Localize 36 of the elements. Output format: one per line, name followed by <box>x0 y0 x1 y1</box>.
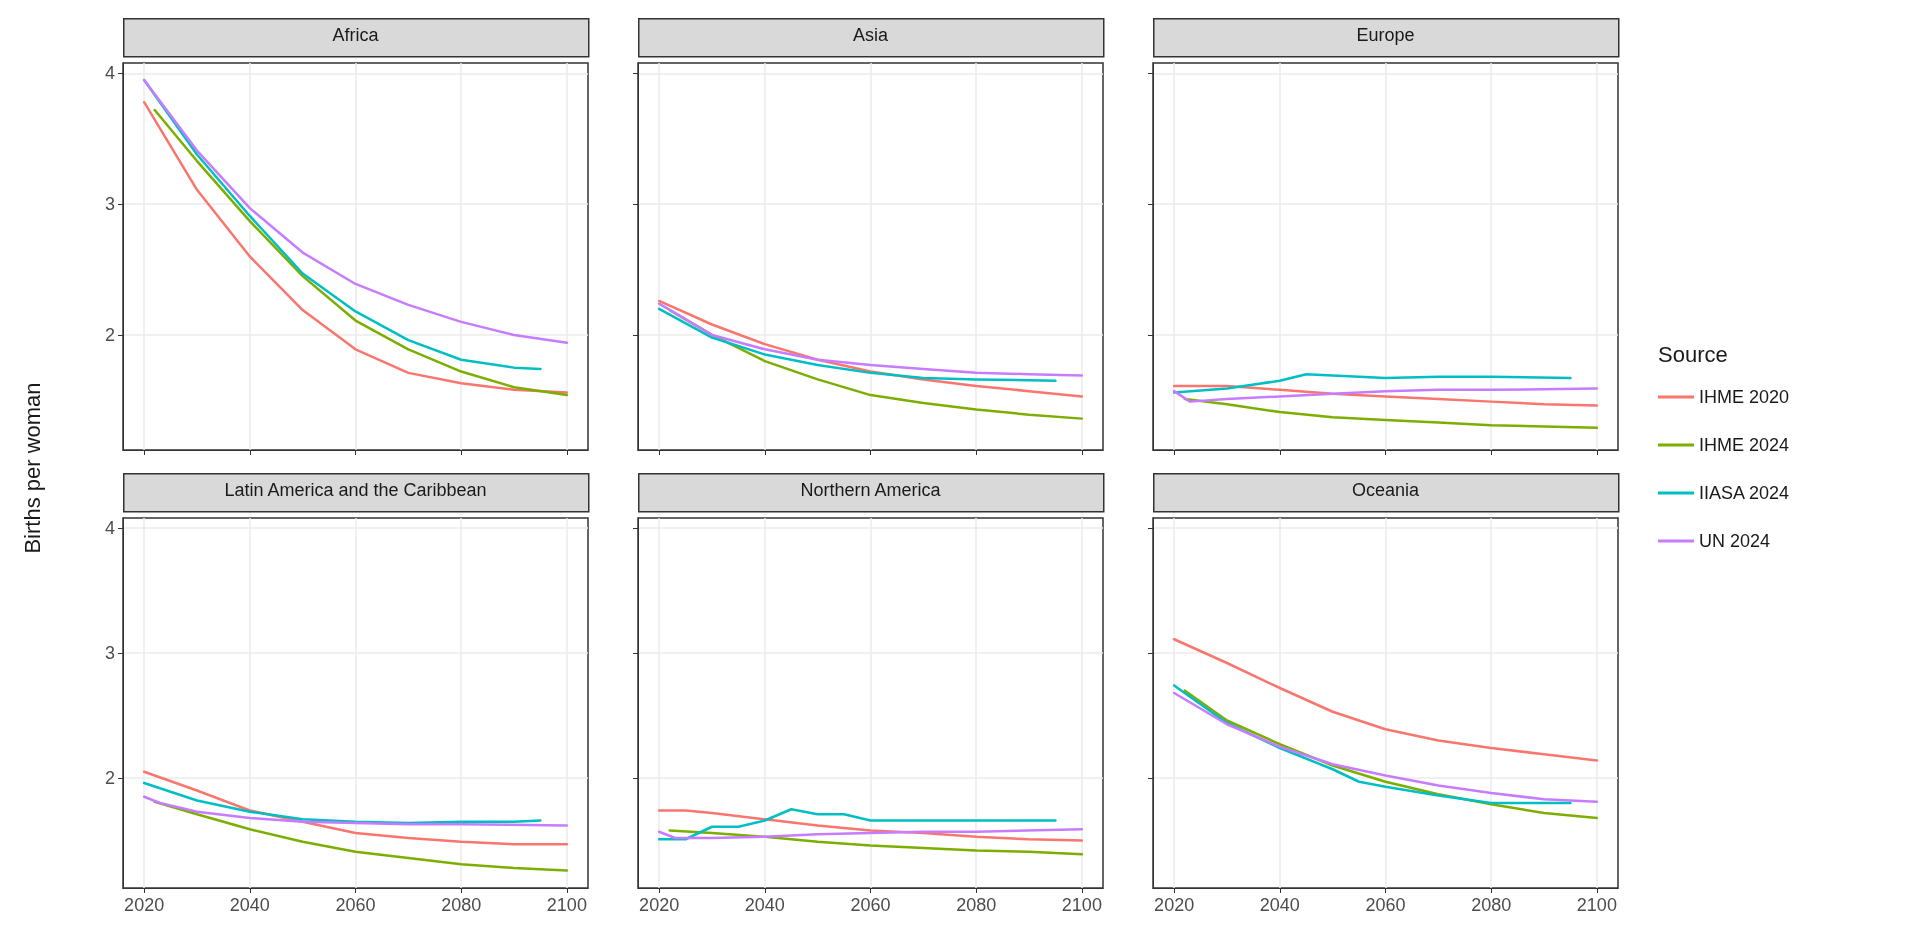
x-tick-label: 2100 <box>1061 895 1102 915</box>
line-series <box>142 781 542 825</box>
x-tick-label: 2100 <box>546 895 587 915</box>
legend-label: UN 2024 <box>1699 531 1771 551</box>
x-tick-label: 2020 <box>1154 895 1195 915</box>
x-tick-label: 2040 <box>1259 895 1300 915</box>
chart-title: Africa <box>332 25 380 45</box>
chart-title: Asia <box>852 25 889 45</box>
x-tick-label: 2060 <box>1365 895 1406 915</box>
chart-title: Oceania <box>1351 480 1421 500</box>
y-tick-label: 2 <box>104 324 115 345</box>
chart-title: Europe <box>1356 25 1415 45</box>
x-tick-label: 2020 <box>639 895 680 915</box>
y-tick-label: 3 <box>104 194 115 215</box>
y-axis-title: Births per woman <box>20 382 46 554</box>
y-tick-label: 3 <box>104 643 115 663</box>
legend-title: Source <box>1658 341 1728 367</box>
x-tick-label: 2080 <box>956 895 997 915</box>
legend-label: IHME 2020 <box>1699 387 1790 407</box>
line-series <box>153 800 569 872</box>
legend-label: IHME 2024 <box>1699 435 1790 455</box>
x-tick-label: 2040 <box>229 895 270 915</box>
x-tick-label: 2080 <box>441 895 482 915</box>
x-tick-label: 2040 <box>744 895 785 915</box>
x-tick-label: 2060 <box>850 895 891 915</box>
y-tick-label: 4 <box>104 518 115 538</box>
x-tick-label: 2060 <box>335 895 376 915</box>
x-tick-label: 2080 <box>1471 895 1512 915</box>
chart-title: Northern America <box>800 480 942 500</box>
y-tick-label: 2 <box>104 768 115 788</box>
y-tick-label: 4 <box>104 63 115 84</box>
legend-label: IIASA 2024 <box>1699 483 1790 503</box>
x-tick-label: 2020 <box>124 895 165 915</box>
chart-title: Latin America and the Caribbean <box>224 480 487 500</box>
x-tick-label: 2100 <box>1576 895 1617 915</box>
line-series <box>142 795 569 827</box>
